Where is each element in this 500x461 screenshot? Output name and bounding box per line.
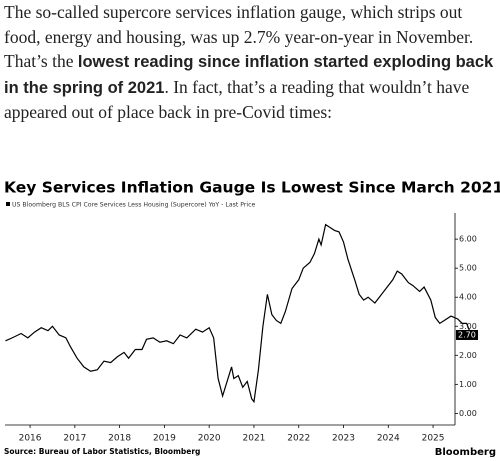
line-series xyxy=(5,223,472,404)
brand: Bloomberg xyxy=(435,447,496,458)
x-tick-label: 2024 xyxy=(377,434,400,444)
y-tick-label: 0.00 xyxy=(459,409,477,418)
last-price-label: 2.70 xyxy=(458,330,476,339)
y-tick-label: 6.00 xyxy=(459,235,477,244)
text: . In fact, that’s a reading that wouldn’… xyxy=(4,76,470,123)
x-tick-label: 2021 xyxy=(243,434,266,444)
bold-text: lowest reading since inflation started e… xyxy=(4,53,494,97)
x-tick-label: 2025 xyxy=(422,434,445,444)
x-tick-label: 2017 xyxy=(63,434,86,444)
x-tick-label: 2016 xyxy=(19,434,42,444)
x-tick-label: 2023 xyxy=(332,434,355,444)
last-price-tag xyxy=(456,329,478,340)
article-paragraph: The so-called supercore services inflati… xyxy=(4,0,498,125)
x-tick-label: 2018 xyxy=(108,434,131,444)
y-tick-label: 2.00 xyxy=(459,351,477,360)
y-tick-label: 5.00 xyxy=(459,264,477,273)
y-tick-label: 4.00 xyxy=(459,293,477,302)
legend-label: US Bloomberg BLS CPI Core Services Less … xyxy=(12,202,256,209)
y-tick-label: 1.00 xyxy=(459,380,477,389)
x-tick-label: 2022 xyxy=(287,434,310,444)
text: The so-called supercore services inflati… xyxy=(4,2,474,71)
source: Source: Bureau of Labor Statistics, Bloo… xyxy=(4,447,200,456)
legend-swatch xyxy=(6,202,10,206)
chart-title: Key Services Inflation Gauge Is Lowest S… xyxy=(4,179,500,197)
x-tick-label: 2019 xyxy=(153,434,176,444)
x-tick-label: 2020 xyxy=(198,434,221,444)
